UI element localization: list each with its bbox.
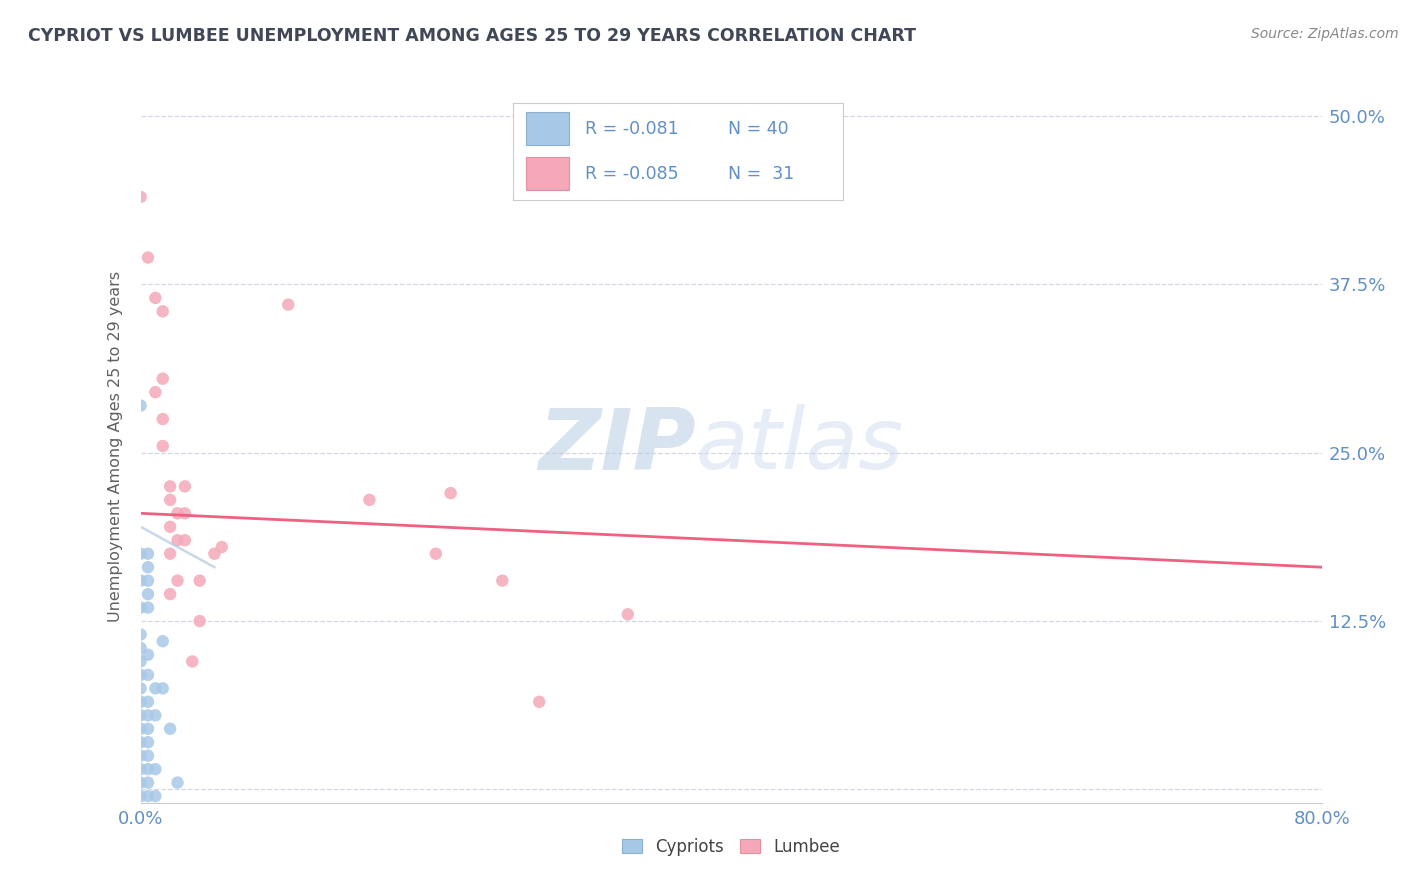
Point: [152, 634, 174, 648]
Text: atlas: atlas: [696, 404, 904, 488]
Point: [129, 735, 152, 749]
Point: [152, 304, 174, 318]
Point: [159, 587, 181, 601]
Point: [129, 627, 152, 641]
Point: [439, 486, 461, 500]
Legend: Cypriots, Lumbee: Cypriots, Lumbee: [614, 831, 848, 863]
Point: [129, 708, 152, 723]
Point: [174, 533, 197, 548]
Point: [359, 492, 381, 507]
Point: [136, 748, 159, 763]
Point: [188, 574, 211, 588]
Text: CYPRIOT VS LUMBEE UNEMPLOYMENT AMONG AGES 25 TO 29 YEARS CORRELATION CHART: CYPRIOT VS LUMBEE UNEMPLOYMENT AMONG AGE…: [28, 27, 917, 45]
Point: [202, 547, 225, 561]
Point: [166, 533, 188, 548]
Point: [136, 587, 159, 601]
Point: [129, 655, 152, 669]
Point: [145, 681, 166, 696]
Point: [159, 479, 181, 493]
Point: [211, 540, 233, 554]
Text: ZIP: ZIP: [538, 404, 696, 488]
Point: [136, 574, 159, 588]
Point: [159, 547, 181, 561]
Point: [129, 547, 152, 561]
Point: [136, 762, 159, 776]
Point: [181, 655, 204, 669]
Point: [145, 385, 166, 400]
Point: [136, 735, 159, 749]
Point: [145, 708, 166, 723]
Point: [129, 399, 152, 413]
Point: [174, 479, 197, 493]
Point: [174, 506, 197, 520]
Point: [491, 574, 513, 588]
Point: [136, 789, 159, 803]
Point: [129, 190, 152, 204]
Point: [136, 547, 159, 561]
Point: [152, 681, 174, 696]
Point: [129, 789, 152, 803]
Point: [166, 775, 188, 789]
Text: Source: ZipAtlas.com: Source: ZipAtlas.com: [1251, 27, 1399, 41]
Point: [129, 695, 152, 709]
Point: [529, 695, 551, 709]
Point: [136, 695, 159, 709]
Point: [129, 775, 152, 789]
Point: [152, 439, 174, 453]
Point: [145, 291, 166, 305]
Point: [188, 614, 211, 628]
Point: [129, 748, 152, 763]
Point: [129, 600, 152, 615]
Point: [129, 574, 152, 588]
Point: [129, 722, 152, 736]
Point: [616, 607, 638, 622]
Point: [166, 506, 188, 520]
Point: [136, 251, 159, 265]
Point: [136, 722, 159, 736]
Point: [159, 722, 181, 736]
Point: [152, 372, 174, 386]
Point: [129, 640, 152, 655]
Point: [145, 789, 166, 803]
Y-axis label: Unemployment Among Ages 25 to 29 years: Unemployment Among Ages 25 to 29 years: [107, 270, 122, 622]
Point: [129, 762, 152, 776]
Point: [425, 547, 447, 561]
Point: [136, 775, 159, 789]
Point: [166, 574, 188, 588]
Point: [159, 492, 181, 507]
Point: [129, 681, 152, 696]
Point: [136, 560, 159, 574]
Point: [136, 600, 159, 615]
Point: [277, 298, 299, 312]
Point: [136, 668, 159, 682]
Point: [145, 762, 166, 776]
Point: [129, 668, 152, 682]
Point: [136, 708, 159, 723]
Point: [136, 648, 159, 662]
Point: [152, 412, 174, 426]
Point: [159, 520, 181, 534]
